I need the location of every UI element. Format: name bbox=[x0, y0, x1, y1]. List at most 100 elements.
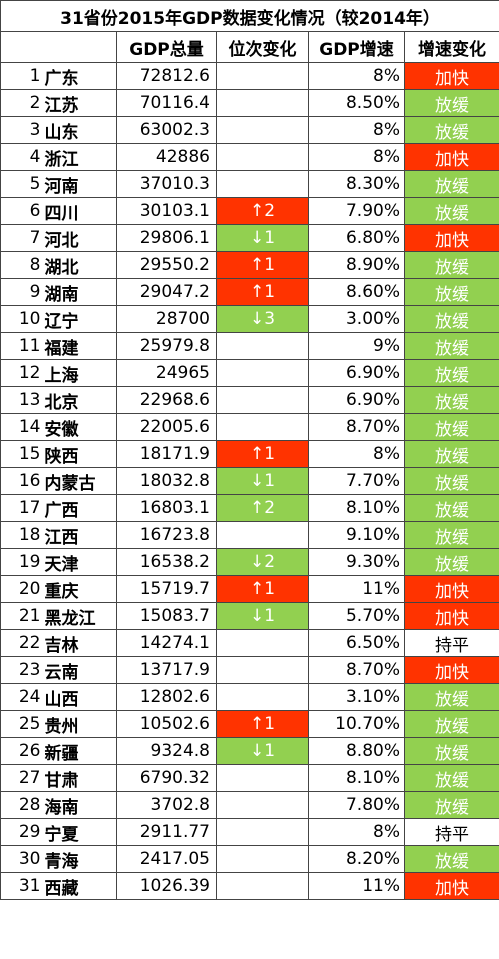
province-cell: 湖南 bbox=[42, 278, 117, 306]
speed-change-cell: 放缓 bbox=[403, 278, 499, 306]
growth-cell: 8% bbox=[308, 62, 405, 90]
speed-change-cell: 放缓 bbox=[403, 467, 499, 495]
rank-change-cell bbox=[216, 521, 309, 549]
growth-cell: 5.70% bbox=[308, 602, 405, 630]
growth-cell: 6.80% bbox=[308, 224, 405, 252]
rank-cell: 16 bbox=[0, 467, 43, 495]
gdp-cell: 37010.3 bbox=[116, 170, 217, 198]
province-cell: 广西 bbox=[42, 494, 117, 522]
gdp-cell: 22005.6 bbox=[116, 413, 217, 441]
table-row: 15 陕西 18171.9 ↑1 8% 放缓 bbox=[0, 440, 499, 468]
province-cell: 山西 bbox=[42, 683, 117, 711]
gdp-table: 31省份2015年GDP数据变化情况（较2014年） GDP总量 位次变化 GD… bbox=[0, 0, 499, 900]
speed-change-cell: 放缓 bbox=[403, 440, 499, 468]
province-cell: 四川 bbox=[42, 197, 117, 225]
growth-cell: 8.10% bbox=[308, 764, 405, 792]
gdp-cell: 2417.05 bbox=[116, 845, 217, 873]
province-cell: 天津 bbox=[42, 548, 117, 576]
rank-cell: 10 bbox=[0, 305, 43, 333]
rank-change-cell bbox=[216, 872, 309, 900]
rank-change-cell bbox=[216, 683, 309, 711]
province-cell: 甘肃 bbox=[42, 764, 117, 792]
speed-change-cell: 放缓 bbox=[403, 764, 499, 792]
speed-change-cell: 加快 bbox=[403, 62, 499, 90]
gdp-cell: 13717.9 bbox=[116, 656, 217, 684]
province-cell: 吉林 bbox=[42, 629, 117, 657]
growth-cell: 10.70% bbox=[308, 710, 405, 738]
table-row: 8 湖北 29550.2 ↑1 8.90% 放缓 bbox=[0, 251, 499, 279]
province-cell: 浙江 bbox=[42, 143, 117, 171]
header-growth: GDP增速 bbox=[308, 31, 405, 63]
rank-cell: 15 bbox=[0, 440, 43, 468]
growth-cell: 8.50% bbox=[308, 89, 405, 117]
table-row: 13 北京 22968.6 6.90% 放缓 bbox=[0, 386, 499, 414]
growth-cell: 8% bbox=[308, 440, 405, 468]
rank-cell: 4 bbox=[0, 143, 43, 171]
province-cell: 上海 bbox=[42, 359, 117, 387]
rank-cell: 1 bbox=[0, 62, 43, 90]
growth-cell: 8.90% bbox=[308, 251, 405, 279]
rank-change-cell: ↑1 bbox=[216, 575, 309, 603]
speed-change-cell: 放缓 bbox=[403, 845, 499, 873]
table-row: 26 新疆 9324.8 ↓1 8.80% 放缓 bbox=[0, 737, 499, 765]
table-row: 19 天津 16538.2 ↓2 9.30% 放缓 bbox=[0, 548, 499, 576]
table-row: 23 云南 13717.9 8.70% 加快 bbox=[0, 656, 499, 684]
speed-change-cell: 放缓 bbox=[403, 494, 499, 522]
speed-change-cell: 加快 bbox=[403, 872, 499, 900]
province-cell: 江西 bbox=[42, 521, 117, 549]
table-row: 30 青海 2417.05 8.20% 放缓 bbox=[0, 845, 499, 873]
table-row: 22 吉林 14274.1 6.50% 持平 bbox=[0, 629, 499, 657]
speed-change-cell: 持平 bbox=[403, 629, 499, 657]
growth-cell: 3.10% bbox=[308, 683, 405, 711]
growth-cell: 8.10% bbox=[308, 494, 405, 522]
rank-change-cell: ↑2 bbox=[216, 494, 309, 522]
gdp-cell: 16538.2 bbox=[116, 548, 217, 576]
table-row: 31 西藏 1026.39 11% 加快 bbox=[0, 872, 499, 900]
table-row: 25 贵州 10502.6 ↑1 10.70% 放缓 bbox=[0, 710, 499, 738]
province-cell: 辽宁 bbox=[42, 305, 117, 333]
table-row: 14 安徽 22005.6 8.70% 放缓 bbox=[0, 413, 499, 441]
speed-change-cell: 加快 bbox=[403, 656, 499, 684]
speed-change-cell: 放缓 bbox=[403, 170, 499, 198]
rank-change-cell bbox=[216, 62, 309, 90]
gdp-cell: 25979.8 bbox=[116, 332, 217, 360]
rank-change-cell: ↓1 bbox=[216, 224, 309, 252]
title-row: 31省份2015年GDP数据变化情况（较2014年） bbox=[0, 0, 499, 32]
rank-cell: 13 bbox=[0, 386, 43, 414]
table-row: 24 山西 12802.6 3.10% 放缓 bbox=[0, 683, 499, 711]
gdp-cell: 28700 bbox=[116, 305, 217, 333]
growth-cell: 7.80% bbox=[308, 791, 405, 819]
growth-cell: 8% bbox=[308, 143, 405, 171]
province-cell: 新疆 bbox=[42, 737, 117, 765]
speed-change-cell: 放缓 bbox=[403, 386, 499, 414]
rank-cell: 14 bbox=[0, 413, 43, 441]
gdp-cell: 15719.7 bbox=[116, 575, 217, 603]
rank-change-cell bbox=[216, 359, 309, 387]
table-row: 5 河南 37010.3 8.30% 放缓 bbox=[0, 170, 499, 198]
rank-change-cell bbox=[216, 656, 309, 684]
rank-cell: 19 bbox=[0, 548, 43, 576]
growth-cell: 9% bbox=[308, 332, 405, 360]
header-rank-change: 位次变化 bbox=[216, 31, 309, 63]
speed-change-cell: 放缓 bbox=[403, 332, 499, 360]
table-row: 28 海南 3702.8 7.80% 放缓 bbox=[0, 791, 499, 819]
rank-cell: 12 bbox=[0, 359, 43, 387]
growth-cell: 6.90% bbox=[308, 386, 405, 414]
rank-cell: 7 bbox=[0, 224, 43, 252]
province-cell: 北京 bbox=[42, 386, 117, 414]
rank-change-cell: ↓1 bbox=[216, 737, 309, 765]
speed-change-cell: 放缓 bbox=[403, 548, 499, 576]
table-row: 21 黑龙江 15083.7 ↓1 5.70% 加快 bbox=[0, 602, 499, 630]
table-row: 1 广东 72812.6 8% 加快 bbox=[0, 62, 499, 90]
gdp-cell: 3702.8 bbox=[116, 791, 217, 819]
growth-cell: 3.00% bbox=[308, 305, 405, 333]
gdp-cell: 29550.2 bbox=[116, 251, 217, 279]
rank-cell: 31 bbox=[0, 872, 43, 900]
province-cell: 福建 bbox=[42, 332, 117, 360]
gdp-cell: 10502.6 bbox=[116, 710, 217, 738]
province-cell: 安徽 bbox=[42, 413, 117, 441]
growth-cell: 8.70% bbox=[308, 413, 405, 441]
rank-change-cell bbox=[216, 629, 309, 657]
table-row: 20 重庆 15719.7 ↑1 11% 加快 bbox=[0, 575, 499, 603]
gdp-cell: 63002.3 bbox=[116, 116, 217, 144]
